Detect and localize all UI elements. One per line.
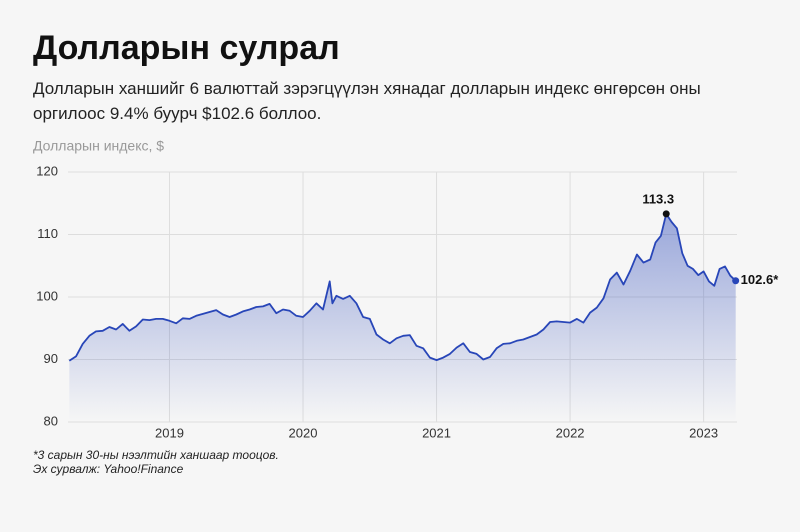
y-tick-label: 110 <box>37 226 58 241</box>
source: Эх сурвалж: Yahoo!Finance <box>33 462 184 476</box>
y-tick-label: 100 <box>36 288 58 303</box>
point-marker <box>662 210 670 218</box>
data-label: 113.3 <box>642 191 674 206</box>
subtitle: Долларын ханшийг 6 валюттай зэрэгцүүлэн … <box>33 79 701 123</box>
y-tick-label: 90 <box>44 351 58 366</box>
y-tick-label: 120 <box>36 163 58 178</box>
x-tick-label: 2022 <box>556 425 585 440</box>
subtitle-box: Долларын ханшийг 6 валюттай зэрэгцүүлэн … <box>33 79 701 123</box>
y-tick-label: 80 <box>44 413 58 428</box>
data-label: 102.6* <box>741 272 780 287</box>
line <box>68 213 737 362</box>
x-tick-label: 2019 <box>155 425 184 440</box>
chart-title: Долларын сулрал <box>33 29 340 67</box>
area <box>69 213 736 422</box>
footnote: *3 сарын 30-ны нээлтийн ханшаар тооцов. <box>33 448 279 462</box>
x-tick-label: 2021 <box>422 425 451 440</box>
x-tick-label: 2020 <box>289 425 318 440</box>
y-axis-label: Долларын индекс, $ <box>33 138 164 154</box>
point-marker <box>732 277 740 285</box>
x-tick-label: 2023 <box>689 425 718 440</box>
